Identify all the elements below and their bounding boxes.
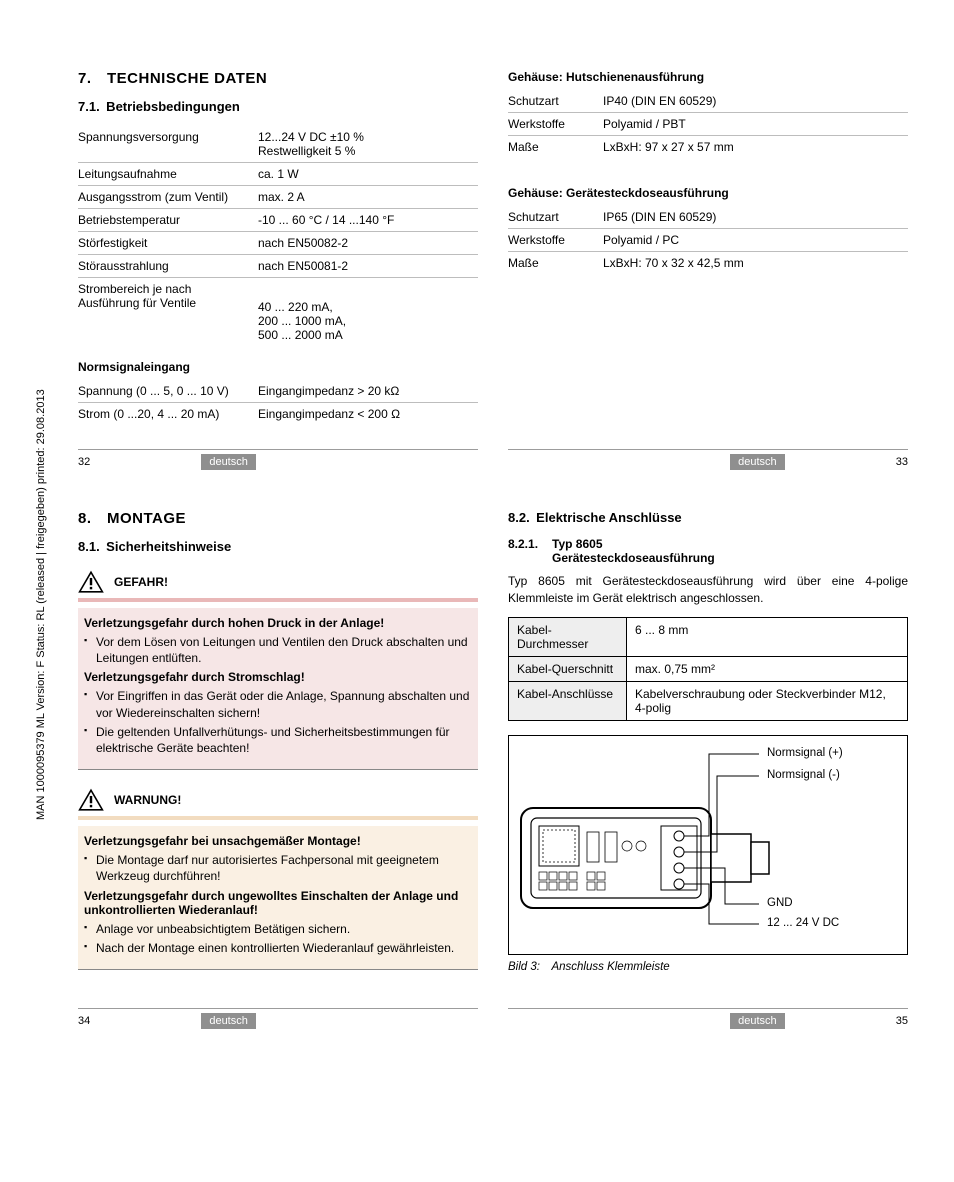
side-meta-text: MAN 1000095379 ML Version: F Status: RL …: [35, 389, 47, 820]
connector-diagram: [509, 736, 889, 936]
spec-key: Leitungsaufnahme: [78, 167, 258, 181]
heading-text: Typ 8605 Gerätesteckdoseausführung: [552, 537, 715, 565]
table-key: Kabel-Durchmesser: [509, 617, 627, 656]
page-number: 35: [896, 1015, 908, 1027]
specs-table-hutschiene: SchutzartIP40 (DIN EN 60529) WerkstoffeP…: [508, 90, 908, 158]
spec-val: Eingangimpedanz < 200 Ω: [258, 407, 478, 421]
danger-sub1: Verletzungsgefahr durch hohen Druck in d…: [84, 616, 472, 630]
spec-key: Werkstoffe: [508, 233, 603, 247]
spec-val: IP40 (DIN EN 60529): [603, 94, 908, 108]
spec-key: Spannung (0 ... 5, 0 ... 10 V): [78, 384, 258, 398]
subhead-steckdose: Gehäuse: Gerätesteckdoseausführung: [508, 186, 908, 200]
danger-bullet: Vor Eingriffen in das Gerät oder die Anl…: [84, 688, 472, 720]
page-33: Gehäuse: Hutschienenausführung Schutzart…: [508, 70, 908, 470]
danger-title: GEFAHR!: [114, 575, 168, 589]
heading-elektrische-anschluesse: 8.2. Elektrische Anschlüsse: [508, 510, 908, 525]
spread-top: 7. TECHNISCHE DATEN 7.1. Betriebsbedingu…: [78, 70, 914, 470]
spec-key: Maße: [508, 256, 603, 270]
spec-key: Betriebstemperatur: [78, 213, 258, 227]
table-val: Kabelverschraubung oder Steck­verbinder …: [627, 681, 908, 720]
danger-sub2: Verletzungsgefahr durch Stromschlag!: [84, 670, 472, 684]
danger-bullet: Die geltenden Unfallverhütungs- und Sich…: [84, 724, 472, 756]
page-34: 8. MONTAGE 8.1. Sicherheitshinweise GEFA…: [78, 510, 478, 1029]
spec-val: ca. 1 W: [258, 167, 478, 181]
spec-val: Polyamid / PC: [603, 233, 908, 247]
specs-table-steckdose: SchutzartIP65 (DIN EN 60529) WerkstoffeP…: [508, 206, 908, 274]
spec-key: Störfestigkeit: [78, 236, 258, 250]
page-number: 34: [78, 1015, 90, 1027]
spec-key: Werkstoffe: [508, 117, 603, 131]
spec-val: IP65 (DIN EN 60529): [603, 210, 908, 224]
language-tag: deutsch: [201, 1013, 256, 1029]
cable-table: Kabel-Durchmesser6 ... 8 mm Kabel-Quersc…: [508, 617, 908, 721]
spec-key: Strom (0 ...20, 4 ... 20 mA): [78, 407, 258, 421]
specs-table-signal: Spannung (0 ... 5, 0 ... 10 V)Eingangimp…: [78, 380, 478, 425]
fig-label-norm-plus: Normsignal (+): [767, 747, 843, 759]
figure-connector: Normsignal (+) Normsignal (-) GND 12 ...…: [508, 735, 908, 973]
heading-number: 8.2.1.: [508, 537, 538, 565]
table-val: max. 0,75 mm²: [627, 656, 908, 681]
page-footer: deutsch 35: [508, 1008, 908, 1029]
spec-val: Eingangimpedanz > 20 kΩ: [258, 384, 478, 398]
spec-val: LxBxH: 70 x 32 x 42,5 mm: [603, 256, 908, 270]
table-key: Kabel-Anschlüsse: [509, 681, 627, 720]
fig-label-gnd: GND: [767, 897, 793, 909]
heading-betriebsbedingungen: 7.1. Betriebsbedingungen: [78, 99, 478, 114]
warning-bullet: Die Montage darf nur autorisiertes Fachp…: [84, 852, 472, 884]
table-key: Kabel-Querschnitt: [509, 656, 627, 681]
page-footer: deutsch 33: [508, 449, 908, 470]
heading-montage: 8. MONTAGE: [78, 510, 478, 527]
page-footer: 32 deutsch: [78, 449, 478, 470]
fig-label-norm-minus: Normsignal (-): [767, 769, 840, 781]
page-footer: 34 deutsch: [78, 1008, 478, 1029]
table-val: 6 ... 8 mm: [627, 617, 908, 656]
spec-key: Störausstrahlung: [78, 259, 258, 273]
spec-val: 40 ... 220 mA, 200 ... 1000 mA, 500 ... …: [258, 282, 478, 342]
heading-typ-8605: 8.2.1. Typ 8605 Gerätesteckdoseausführun…: [508, 537, 908, 565]
spec-val: LxBxH: 97 x 27 x 57 mm: [603, 140, 908, 154]
page-32: 7. TECHNISCHE DATEN 7.1. Betriebsbedingu…: [78, 70, 478, 470]
warning-bullet: Nach der Montage einen kontrollierten Wi…: [84, 940, 472, 956]
warning-icon: [78, 788, 104, 812]
spec-val: nach EN50081-2: [258, 259, 478, 273]
language-tag: deutsch: [730, 1013, 785, 1029]
spec-key: Strombereich je nach Ausführung für Vent…: [78, 282, 258, 342]
spec-val: 12...24 V DC ±10 % Restwelligkeit 5 %: [258, 130, 478, 158]
spec-val: max. 2 A: [258, 190, 478, 204]
danger-icon: [78, 570, 104, 594]
subhead-normsignaleingang: Normsignaleingang: [78, 360, 478, 374]
heading-technische-daten: 7. TECHNISCHE DATEN: [78, 70, 478, 87]
spec-key: Schutzart: [508, 94, 603, 108]
heading-sicherheitshinweise: 8.1. Sicherheitshinweise: [78, 539, 478, 554]
warning-bullet: Anlage vor unbeabsichtigtem Betätigen si…: [84, 921, 472, 937]
spec-key: Ausgangsstrom (zum Ventil): [78, 190, 258, 204]
language-tag: deutsch: [730, 454, 785, 470]
danger-box: GEFAHR! Verletzungsgefahr durch hohen Dr…: [78, 566, 478, 770]
warning-sub2: Verletzungsgefahr durch ungewolltes Eins…: [84, 889, 472, 917]
intro-paragraph: Typ 8605 mit Gerätesteckdoseausführung w…: [508, 573, 908, 607]
spec-key: Maße: [508, 140, 603, 154]
spec-val: nach EN50082-2: [258, 236, 478, 250]
language-tag: deutsch: [201, 454, 256, 470]
warning-title: WARNUNG!: [114, 793, 181, 807]
warning-box: WARNUNG! Verletzungsgefahr bei unsachgem…: [78, 784, 478, 970]
spec-val: -10 ... 60 °C / 14 ...140 °F: [258, 213, 478, 227]
warning-sub1: Verletzungsgefahr bei unsachgemäßer Mont…: [84, 834, 472, 848]
danger-bullet: Vor dem Lösen von Leitungen und Ventilen…: [84, 634, 472, 666]
page-number: 32: [78, 456, 90, 468]
fig-label-vdc: 12 ... 24 V DC: [767, 917, 839, 929]
page-35: 8.2. Elektrische Anschlüsse 8.2.1. Typ 8…: [508, 510, 908, 1029]
figure-caption: Bild 3: Anschluss Klemmleiste: [508, 961, 908, 973]
spec-key: Spannungsversorgung: [78, 130, 258, 158]
spec-key: Schutzart: [508, 210, 603, 224]
spec-val: Polyamid / PBT: [603, 117, 908, 131]
subhead-hutschiene: Gehäuse: Hutschienenausführung: [508, 70, 908, 84]
spread-bottom: 8. MONTAGE 8.1. Sicherheitshinweise GEFA…: [78, 510, 914, 1029]
specs-table-operating: Spannungsversorgung12...24 V DC ±10 % Re…: [78, 126, 478, 346]
page-number: 33: [896, 456, 908, 468]
